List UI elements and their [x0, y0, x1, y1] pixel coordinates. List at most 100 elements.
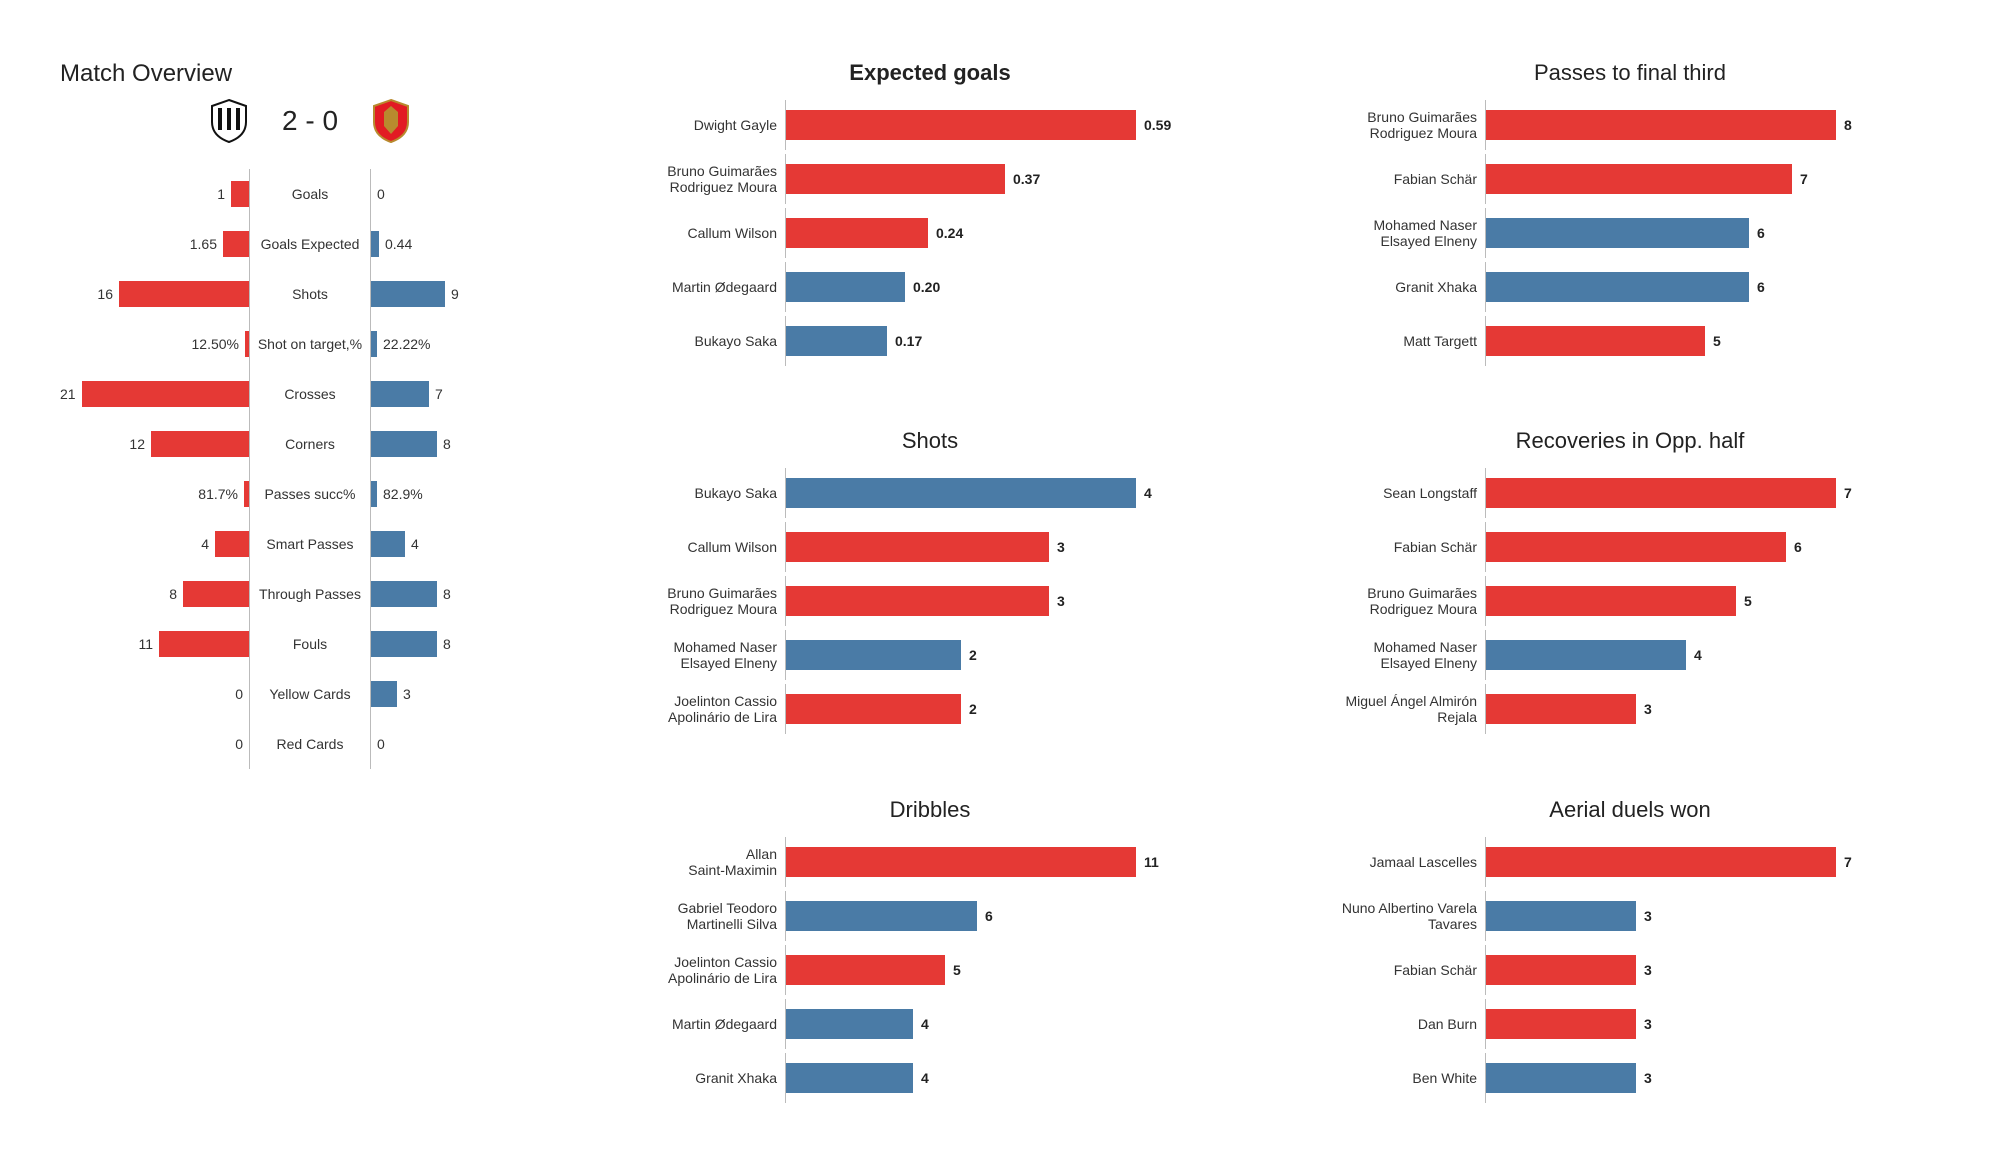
- player-bar-track: 3: [1485, 684, 1950, 734]
- overview-home-bar: [231, 181, 249, 207]
- overview-row: 0Red Cards0: [60, 719, 560, 769]
- player-bar-track: 0.20: [785, 262, 1250, 312]
- player-bar-track: 3: [1485, 945, 1950, 995]
- player-name: Bruno GuimarãesRodriguez Moura: [610, 163, 785, 195]
- player-bar: [786, 847, 1136, 877]
- overview-home-side: 0: [60, 719, 250, 769]
- overview-row: 0Yellow Cards3: [60, 669, 560, 719]
- player-name: Bukayo Saka: [610, 485, 785, 501]
- player-row: Bruno GuimarãesRodriguez Moura3: [610, 576, 1250, 626]
- overview-away-bar: [371, 631, 437, 657]
- overview-away-bar: [371, 481, 377, 507]
- player-bar: [1486, 694, 1636, 724]
- player-bar: [786, 640, 961, 670]
- player-bar-track: 11: [785, 837, 1250, 887]
- player-name: Bruno GuimarãesRodriguez Moura: [610, 585, 785, 617]
- player-value: 2: [969, 701, 977, 717]
- player-bar: [1486, 218, 1749, 248]
- overview-away-side: 8: [370, 619, 560, 669]
- player-row: Bruno GuimarãesRodriguez Moura 5: [1310, 576, 1950, 626]
- overview-away-side: 9: [370, 269, 560, 319]
- player-chart: Passes to final third Bruno GuimarãesRodr…: [1310, 60, 1950, 398]
- overview-row: 81.7%Passes succ%82.9%: [60, 469, 560, 519]
- away-crest-icon: [368, 98, 414, 144]
- player-name: Bruno GuimarãesRodriguez Moura: [1310, 585, 1485, 617]
- overview-stat-label: Shot on target,%: [250, 336, 370, 353]
- player-name: Bukayo Saka: [610, 333, 785, 349]
- overview-home-value: 4: [201, 536, 209, 552]
- scoreline: 2 - 0: [60, 98, 560, 144]
- player-name: Gabriel TeodoroMartinelli Silva: [610, 900, 785, 932]
- player-bar: [1486, 272, 1749, 302]
- player-row: Miguel Ángel AlmirónRejala3: [1310, 684, 1950, 734]
- player-name: Granit Xhaka: [1310, 279, 1485, 295]
- player-row: Matt Targett5: [1310, 316, 1950, 366]
- overview-away-value: 7: [435, 386, 443, 402]
- overview-away-value: 82.9%: [383, 486, 423, 502]
- player-row: Bukayo Saka 4: [610, 468, 1250, 518]
- player-name: Callum Wilson: [610, 225, 785, 241]
- player-name: Bruno GuimarãesRodriguez Moura: [1310, 109, 1485, 141]
- overview-home-side: 0: [60, 669, 250, 719]
- player-row: Callum Wilson3: [610, 522, 1250, 572]
- overview-away-side: 0: [370, 719, 560, 769]
- overview-home-bar: [215, 531, 249, 557]
- player-value: 4: [1144, 485, 1152, 501]
- player-row: Joelinton CassioApolinário de Lira2: [610, 684, 1250, 734]
- player-row: Bruno GuimarãesRodriguez Moura8: [1310, 100, 1950, 150]
- player-value: 3: [1644, 1016, 1652, 1032]
- player-bar-track: 8: [1485, 100, 1950, 150]
- player-value: 4: [921, 1016, 929, 1032]
- chart-title: Aerial duels won: [1310, 797, 1950, 823]
- player-row: Fabian Schär6: [1310, 522, 1950, 572]
- overview-home-value: 8: [169, 586, 177, 602]
- overview-away-bar: [371, 281, 445, 307]
- player-chart: Recoveries in Opp. halfSean Longstaff7Fa…: [1310, 428, 1950, 766]
- overview-away-value: 0: [377, 186, 385, 202]
- player-name: Mohamed NaserElsayed Elneny: [610, 639, 785, 671]
- player-value: 7: [1844, 854, 1852, 870]
- player-name: Fabian Schär: [1310, 962, 1485, 978]
- overview-home-bar: [159, 631, 249, 657]
- player-value: 6: [1757, 279, 1765, 295]
- player-bar-track: 6: [1485, 208, 1950, 258]
- player-bar-track: 4: [785, 999, 1250, 1049]
- overview-away-side: 7: [370, 369, 560, 419]
- overview-home-side: 11: [60, 619, 250, 669]
- overview-home-value: 21: [60, 386, 76, 402]
- player-value: 5: [1744, 593, 1752, 609]
- player-value: 0.17: [895, 333, 922, 349]
- player-bar-track: 0.17: [785, 316, 1250, 366]
- overview-away-bar: [371, 431, 437, 457]
- player-charts-grid: Expected goalsDwight Gayle0.59Bruno Guim…: [610, 60, 1950, 1135]
- player-value: 3: [1057, 539, 1065, 555]
- overview-away-value: 3: [403, 686, 411, 702]
- player-row: Mohamed NaserElsayed Elneny4: [1310, 630, 1950, 680]
- player-bar: [786, 1063, 913, 1093]
- player-bar-track: 5: [1485, 576, 1950, 626]
- player-bar-track: 7: [1485, 468, 1950, 518]
- overview-home-side: 16: [60, 269, 250, 319]
- overview-away-value: 9: [451, 286, 459, 302]
- chart-title: Passes to final third: [1310, 60, 1950, 86]
- overview-row: 12.50%Shot on target,%22.22%: [60, 319, 560, 369]
- overview-away-value: 4: [411, 536, 419, 552]
- chart-title: Expected goals: [610, 60, 1250, 86]
- overview-home-side: 4: [60, 519, 250, 569]
- overview-home-value: 1.65: [190, 236, 217, 252]
- overview-stat-label: Fouls: [250, 636, 370, 653]
- overview-home-side: 12.50%: [60, 319, 250, 369]
- player-bar-track: 3: [1485, 1053, 1950, 1103]
- player-name: Jamaal Lascelles: [1310, 854, 1485, 870]
- overview-row: 1.65Goals Expected0.44: [60, 219, 560, 269]
- home-crest-icon: [206, 98, 252, 144]
- overview-away-side: 8: [370, 569, 560, 619]
- player-bar: [786, 218, 928, 248]
- player-value: 0.59: [1144, 117, 1171, 133]
- player-name: Martin Ødegaard: [610, 1016, 785, 1032]
- overview-away-bar: [371, 581, 437, 607]
- overview-home-bar: [223, 231, 249, 257]
- overview-away-bar: [371, 681, 397, 707]
- overview-home-bar: [245, 331, 249, 357]
- player-bar-track: 0.37: [785, 154, 1250, 204]
